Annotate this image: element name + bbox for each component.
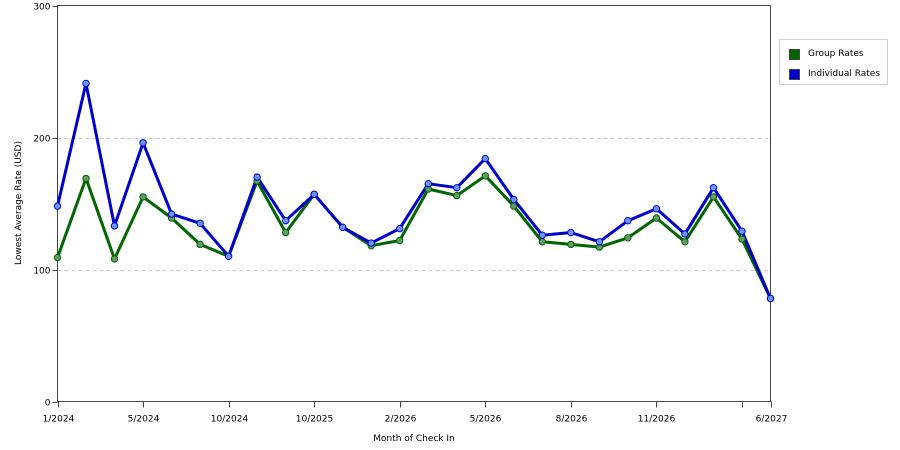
- data-point-group-rates: [652, 214, 661, 222]
- data-point-individual-rates: [624, 217, 632, 225]
- data-point-individual-rates: [53, 202, 62, 210]
- series-layer: [53, 79, 775, 303]
- data-point-individual-rates: [738, 227, 746, 235]
- data-point-group-rates: [53, 253, 62, 262]
- data-point-individual-rates: [167, 210, 176, 218]
- data-point-individual-rates: [224, 252, 233, 260]
- legend-swatch-group-rates: [789, 48, 800, 60]
- data-point-group-rates: [110, 255, 119, 263]
- data-point-group-rates: [538, 238, 546, 246]
- data-point-group-rates: [681, 238, 689, 246]
- data-point-individual-rates: [510, 195, 518, 204]
- data-point-individual-rates: [282, 217, 290, 225]
- data-point-individual-rates: [567, 228, 575, 237]
- series-line-individual-rates: [56, 81, 772, 300]
- data-point-individual-rates: [709, 184, 718, 192]
- data-point-group-rates: [510, 202, 518, 210]
- data-point-group-rates: [453, 191, 461, 200]
- legend: Group Rates Individual Rates: [779, 39, 888, 85]
- data-point-group-rates: [567, 240, 575, 249]
- data-point-individual-rates: [424, 180, 432, 188]
- data-point-individual-rates: [652, 205, 661, 213]
- legend-swatch-individual-rates: [789, 68, 800, 80]
- data-point-group-rates: [624, 234, 632, 242]
- data-point-group-rates: [82, 174, 90, 183]
- x-tick-label: 11/2026: [638, 415, 676, 425]
- data-point-group-rates: [481, 172, 489, 180]
- data-point-individual-rates: [396, 224, 404, 233]
- data-point-individual-rates: [481, 154, 489, 163]
- y-tick-label: 300: [33, 3, 50, 13]
- data-point-individual-rates: [253, 173, 261, 181]
- legend-label-individual-rates: Individual Rates: [808, 69, 881, 79]
- data-point-group-rates: [196, 240, 204, 249]
- data-point-individual-rates: [82, 79, 90, 88]
- y-axis-title: Lowest Average Rate (USD): [14, 141, 24, 265]
- data-point-individual-rates: [453, 184, 461, 192]
- y-tick-label: 200: [33, 135, 50, 145]
- data-point-group-rates: [396, 236, 404, 245]
- data-point-individual-rates: [538, 231, 546, 239]
- y-tick-label: 0: [45, 399, 51, 409]
- x-tick-label: 10/2024: [211, 415, 249, 425]
- data-point-individual-rates: [681, 230, 689, 238]
- x-tick-label: 5/2026: [470, 415, 502, 425]
- x-axis-title: Month of Check In: [373, 434, 455, 444]
- data-point-group-rates: [738, 235, 746, 243]
- axes: 0 100 200 300 1/2024 5/2024 10/2024 10/2025 2/20…: [33, 3, 787, 425]
- x-tick-label: 5/2024: [128, 415, 160, 425]
- legend-item-individual-rates: Individual Rates: [789, 67, 880, 81]
- data-point-individual-rates: [139, 139, 147, 147]
- data-point-individual-rates: [766, 294, 775, 303]
- data-point-individual-rates: [339, 223, 347, 232]
- data-point-individual-rates: [367, 239, 375, 247]
- x-tick-label: 6/2027: [756, 415, 788, 425]
- x-tick-label: 1/2024: [43, 415, 75, 425]
- x-tick-label: 10/2025: [296, 415, 333, 425]
- data-point-individual-rates: [110, 222, 119, 230]
- x-tick-label: 2/2026: [385, 415, 417, 425]
- data-point-group-rates: [709, 193, 718, 201]
- data-point-group-rates: [282, 228, 290, 237]
- y-tick-label: 100: [33, 267, 50, 277]
- legend-item-group-rates: Group Rates: [789, 47, 864, 61]
- data-point-individual-rates: [595, 238, 604, 246]
- data-point-group-rates: [139, 193, 147, 201]
- x-tick-label: 8/2026: [556, 415, 588, 425]
- series-line-group-rates: [56, 174, 772, 300]
- legend-label-group-rates: Group Rates: [808, 49, 864, 59]
- data-point-individual-rates: [310, 190, 318, 199]
- data-point-individual-rates: [196, 219, 204, 228]
